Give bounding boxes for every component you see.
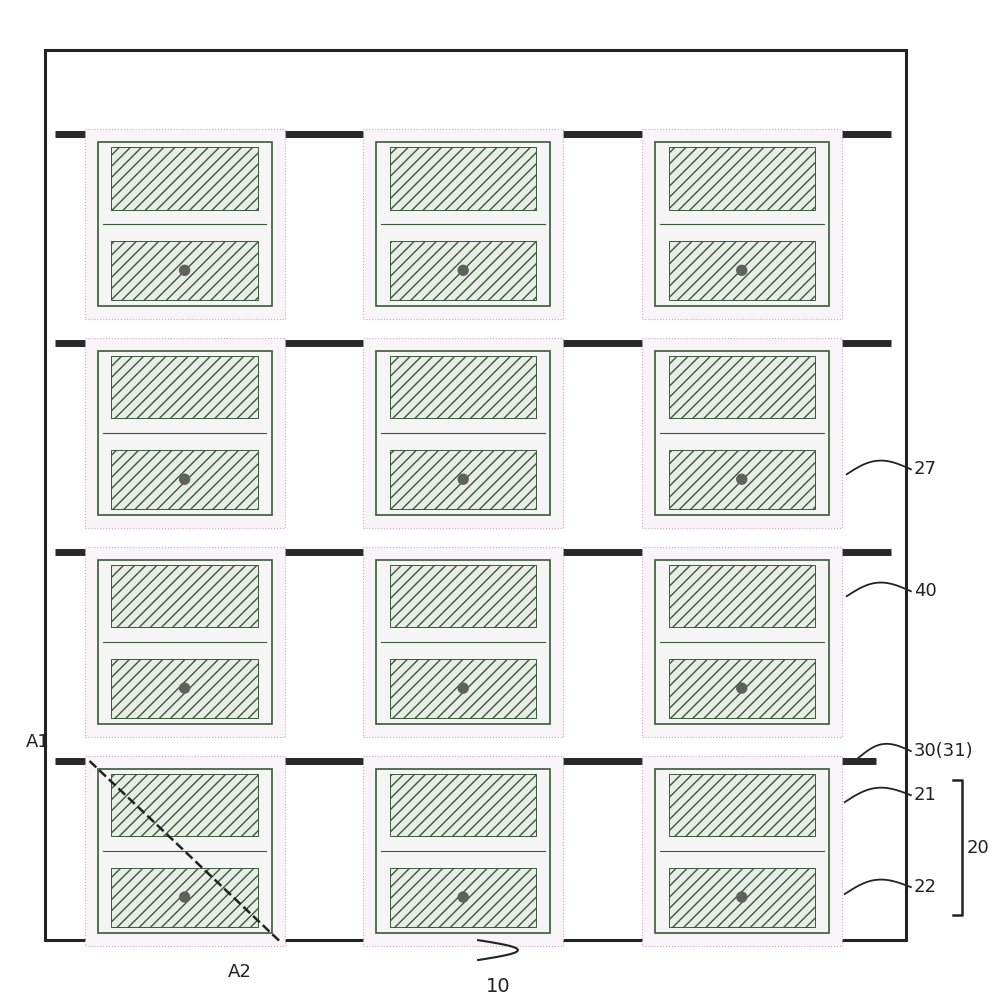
Circle shape xyxy=(737,265,747,275)
Bar xyxy=(668,356,815,418)
Bar xyxy=(390,147,536,210)
Bar xyxy=(668,868,815,927)
Bar xyxy=(390,356,536,418)
Bar xyxy=(112,147,258,210)
Bar xyxy=(112,868,258,927)
Bar xyxy=(654,351,829,515)
Bar xyxy=(376,560,550,724)
Bar xyxy=(112,659,258,718)
Bar xyxy=(390,659,536,718)
Bar xyxy=(112,774,258,836)
Bar xyxy=(364,129,563,319)
Bar xyxy=(668,659,815,718)
Bar xyxy=(668,774,815,836)
Bar xyxy=(112,450,258,509)
Text: A1: A1 xyxy=(26,733,49,751)
Text: 27: 27 xyxy=(914,460,937,478)
Bar xyxy=(376,142,550,306)
Bar xyxy=(654,560,829,724)
Bar xyxy=(390,565,536,627)
Bar xyxy=(364,756,563,946)
Bar xyxy=(654,142,829,306)
Bar xyxy=(390,241,536,300)
Text: 20: 20 xyxy=(966,839,989,857)
Bar xyxy=(390,774,536,836)
Bar xyxy=(85,547,285,737)
Circle shape xyxy=(179,892,189,902)
Bar xyxy=(668,450,815,509)
Circle shape xyxy=(179,474,189,484)
Circle shape xyxy=(458,892,468,902)
Text: 21: 21 xyxy=(914,786,936,804)
Bar xyxy=(98,142,272,306)
Text: 22: 22 xyxy=(914,878,937,896)
Bar xyxy=(641,547,842,737)
Bar xyxy=(364,547,563,737)
Bar xyxy=(85,756,285,946)
Bar xyxy=(376,769,550,933)
Bar xyxy=(376,351,550,515)
Circle shape xyxy=(737,683,747,693)
Bar xyxy=(85,338,285,528)
Text: 40: 40 xyxy=(914,582,936,600)
Bar xyxy=(46,50,906,940)
Circle shape xyxy=(179,265,189,275)
Bar xyxy=(641,756,842,946)
Bar xyxy=(364,338,563,528)
Bar xyxy=(668,565,815,627)
Bar xyxy=(390,868,536,927)
Circle shape xyxy=(737,892,747,902)
Bar xyxy=(112,356,258,418)
Bar xyxy=(641,338,842,528)
Bar xyxy=(654,769,829,933)
Bar xyxy=(112,565,258,627)
Circle shape xyxy=(179,683,189,693)
Circle shape xyxy=(458,683,468,693)
Circle shape xyxy=(458,474,468,484)
Bar xyxy=(98,351,272,515)
Bar xyxy=(668,241,815,300)
Text: A2: A2 xyxy=(228,963,252,981)
Bar xyxy=(390,450,536,509)
Bar xyxy=(98,560,272,724)
Bar xyxy=(641,129,842,319)
Bar xyxy=(85,129,285,319)
Bar xyxy=(112,241,258,300)
Text: 30(31): 30(31) xyxy=(914,742,973,760)
Text: 10: 10 xyxy=(486,977,510,996)
Circle shape xyxy=(737,474,747,484)
Circle shape xyxy=(458,265,468,275)
Bar xyxy=(98,769,272,933)
Bar xyxy=(668,147,815,210)
